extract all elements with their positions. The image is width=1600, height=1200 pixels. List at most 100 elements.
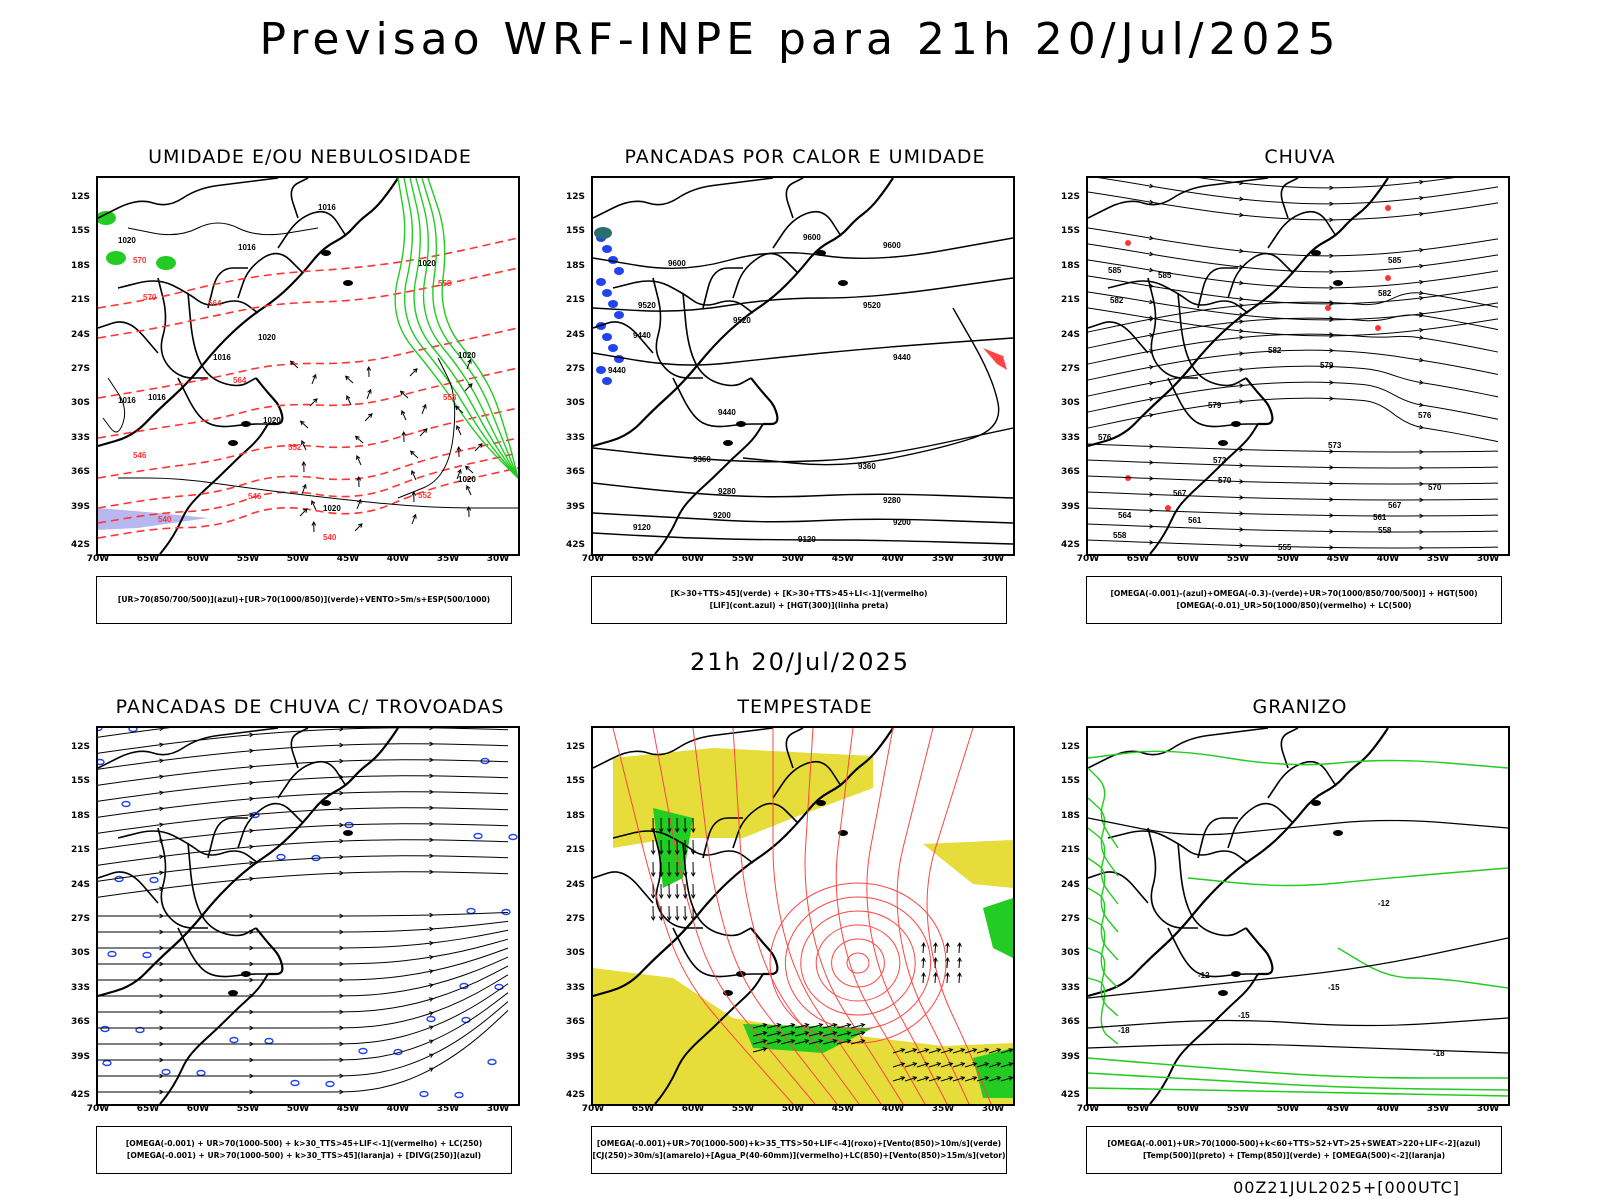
wind-vector-head xyxy=(818,1023,824,1028)
streamline-arrow xyxy=(249,977,255,983)
wind-vector-head xyxy=(900,1062,906,1067)
wind-arrow xyxy=(456,469,462,480)
state-border xyxy=(207,267,248,309)
wind-vector-head xyxy=(912,1048,918,1053)
streamline-arrow xyxy=(1419,424,1425,430)
streamline-arrow xyxy=(1419,312,1425,318)
streamline xyxy=(98,929,509,949)
lat-tick-label: 36S xyxy=(565,1017,585,1028)
lat-tick-label: 42S xyxy=(70,1090,90,1100)
wind-arrow-head xyxy=(411,490,417,496)
contour-label: 558 xyxy=(443,393,457,402)
wind-vector-head xyxy=(860,1023,866,1028)
state-border xyxy=(157,827,208,929)
streamline xyxy=(98,871,509,898)
streamline-arrow xyxy=(249,913,255,919)
streamline xyxy=(98,974,509,1029)
lon-tick-label: 70W xyxy=(1076,1104,1100,1114)
wind-vector xyxy=(952,1048,965,1054)
streamline-arrow xyxy=(1239,335,1245,340)
streamline-arrow xyxy=(159,993,165,999)
streamline-arrow xyxy=(159,977,165,983)
panel-granizo: GRANIZO -12 -12 -15 -15 -18 -18 70W 65W 60W 55W 5… xyxy=(1050,696,1550,1176)
lat-tick-label: 24S xyxy=(565,329,585,340)
divergence-contour xyxy=(161,1068,171,1076)
state-border xyxy=(187,842,257,937)
thickness-contour xyxy=(98,467,518,539)
state-border xyxy=(682,842,752,937)
divergence-contour xyxy=(100,1025,110,1033)
thickness-contour xyxy=(98,407,518,479)
streamline-arrow xyxy=(1419,290,1425,296)
wind-vector-head xyxy=(948,1062,954,1067)
wind-vector xyxy=(988,1048,1001,1054)
contour-label: 582 xyxy=(1110,296,1124,305)
streamline-arrow xyxy=(339,822,345,828)
streamline-arrow xyxy=(159,728,165,732)
contour-label: 9600 xyxy=(803,233,821,242)
divergence-contour xyxy=(264,1037,274,1045)
streamline xyxy=(98,728,171,738)
streamline-arrow xyxy=(1329,348,1335,353)
wind-vector-head xyxy=(936,1048,942,1053)
lat-tick-label: 39S xyxy=(565,1051,585,1062)
wind-arrow xyxy=(456,425,462,436)
wind-arrow-head xyxy=(401,430,407,436)
lon-tick-label: 35W xyxy=(1426,1104,1450,1114)
state-border xyxy=(290,178,309,219)
wind-vector xyxy=(940,1062,953,1068)
streamline-arrow xyxy=(339,1025,345,1031)
streamline xyxy=(1088,333,1499,365)
state-border xyxy=(1088,321,1149,354)
wind-vector-head xyxy=(790,1023,796,1028)
lat-tick-label: 12S xyxy=(565,742,585,752)
streamline-arrow xyxy=(429,853,435,859)
contour-label: 561 xyxy=(1373,513,1387,522)
wind-vector-head xyxy=(832,1031,838,1036)
lc850-streamline xyxy=(896,728,970,1104)
streamline-arrow xyxy=(1239,312,1245,318)
streamline xyxy=(1097,178,1499,205)
wind-vector-head xyxy=(1008,1062,1013,1067)
panel-umidade: UMIDADE E/OU NEBULOSIDADE 1016 1016 1020 10… xyxy=(60,146,560,626)
lat-tick-label: 27S xyxy=(565,364,585,374)
streamline-arrow xyxy=(339,961,345,967)
streamline-arrow xyxy=(1329,269,1335,275)
coastline xyxy=(593,728,894,998)
state-border xyxy=(177,927,268,978)
wind-arrow xyxy=(345,375,354,384)
divergence-contour xyxy=(98,758,105,766)
wind-arrow xyxy=(411,470,417,481)
contour-label: 9120 xyxy=(633,523,651,532)
streamline-arrow xyxy=(1419,263,1425,269)
streamline-arrow xyxy=(1329,545,1335,550)
streamline xyxy=(1088,275,1499,305)
contour-label: -12 xyxy=(1378,899,1390,908)
wind-arrow xyxy=(401,410,407,421)
lc850-streamline xyxy=(926,728,992,1104)
wind-arrow-head xyxy=(411,469,416,475)
streamline-arrow xyxy=(1329,513,1335,518)
streamline-arrow xyxy=(159,929,165,935)
streamline-arrow xyxy=(1419,327,1425,333)
wind-vector-head xyxy=(682,872,688,878)
state-border xyxy=(1088,871,1149,904)
thickness-contour xyxy=(98,452,518,524)
streamline xyxy=(1088,507,1499,517)
streamline-arrow xyxy=(1239,196,1245,202)
streamline-arrow xyxy=(1149,396,1155,402)
wind-vector xyxy=(836,1032,851,1037)
wind-arrow-head xyxy=(412,513,417,519)
state-border xyxy=(785,728,804,769)
pressure-contour xyxy=(127,222,319,236)
wind-arrow-head xyxy=(422,428,428,433)
streamline-arrow xyxy=(428,1039,434,1044)
state-border xyxy=(157,277,208,379)
humidity-green-contour xyxy=(415,178,518,479)
wind-vector xyxy=(766,1024,781,1029)
map-svg xyxy=(98,728,518,1104)
wind-vector-head xyxy=(846,1039,852,1044)
streamline xyxy=(98,791,509,818)
streamline xyxy=(98,807,509,834)
lat-tick-label: 30S xyxy=(70,948,90,959)
